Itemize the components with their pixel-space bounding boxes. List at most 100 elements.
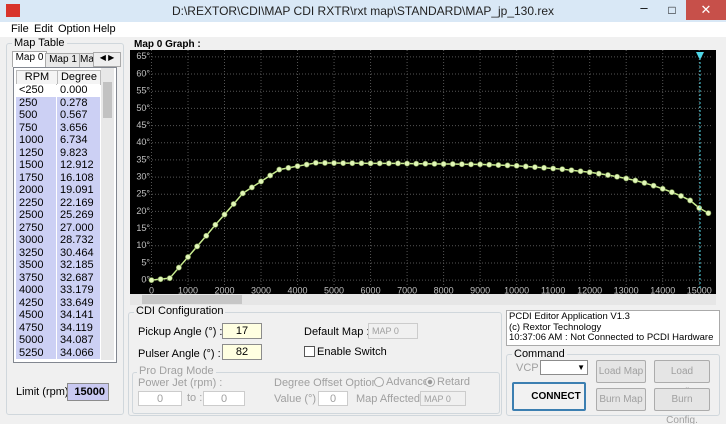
- table-cell: 3.656: [57, 121, 100, 134]
- vcp-select[interactable]: ▼: [540, 360, 588, 375]
- data-point: [395, 160, 401, 167]
- table-cell: 28.732: [57, 234, 100, 247]
- data-point: [440, 161, 447, 167]
- radio-label: Retard: [437, 376, 471, 388]
- data-point: [449, 161, 456, 167]
- radio[interactable]: [425, 377, 435, 387]
- data-point: [157, 276, 164, 283]
- y-tick-label: 60°: [136, 68, 150, 78]
- command-group: [506, 354, 720, 416]
- limit-input[interactable]: 15000: [67, 383, 109, 401]
- y-tick-label: 20°: [136, 206, 150, 216]
- data-point: [504, 162, 511, 169]
- close-button[interactable]: ✕: [686, 0, 726, 20]
- data-point: [331, 160, 337, 166]
- y-tick-label: 65°: [136, 51, 150, 61]
- x-tick-label: 12000: [577, 285, 602, 295]
- table-cell: 1500: [16, 159, 56, 172]
- table-cell: 2000: [16, 184, 56, 197]
- pickup-input[interactable]: 17: [222, 323, 262, 339]
- table-cell: 3500: [16, 259, 56, 272]
- default-map-select[interactable]: MAP 0: [368, 323, 418, 339]
- data-point: [595, 170, 602, 177]
- data-point: [696, 205, 703, 211]
- data-point: [340, 160, 347, 167]
- load-map-button[interactable]: Load Map: [596, 360, 646, 383]
- map-affected-select[interactable]: MAP 0: [420, 391, 466, 406]
- field-label: Pickup Angle (°) :: [138, 326, 223, 338]
- burn-config-button[interactable]: Burn Config.: [654, 388, 710, 424]
- field-label: Pulser Angle (°) :: [138, 348, 221, 360]
- table-cell: 34.119: [57, 321, 100, 334]
- maximize-button[interactable]: □: [668, 3, 676, 17]
- table-cell: 5250: [16, 346, 56, 359]
- table-cell: 1750: [16, 171, 56, 184]
- data-point: [175, 264, 182, 271]
- burn-map-button[interactable]: Burn Map: [596, 388, 646, 411]
- x-tick-label: 10000: [504, 285, 529, 295]
- data-point: [678, 193, 684, 199]
- tab-scroll[interactable]: ◀ ▶: [93, 52, 121, 67]
- chart-scrollbar[interactable]: [130, 294, 716, 305]
- menu-bar: File Edit Option Help: [0, 22, 726, 37]
- table-cell: 22.169: [57, 196, 100, 209]
- y-tick-label: 35°: [136, 154, 150, 164]
- status-line: 10:37:06 AM : Not Connected to PCDI Hard…: [509, 332, 714, 343]
- x-tick-label: 11000: [541, 285, 565, 295]
- table-cell: 0.278: [57, 96, 100, 109]
- data-point: [687, 197, 693, 204]
- menu-item[interactable]: File: [11, 23, 29, 35]
- power-jet-from[interactable]: 0: [138, 391, 182, 406]
- x-tick-label: 13000: [614, 285, 639, 295]
- y-tick-label: 10°: [136, 240, 150, 250]
- menu-item[interactable]: Help: [93, 23, 116, 35]
- table-body: <250 0.000 250 0.278 500 0.567 750 3.656 1000 6.7…: [16, 84, 100, 360]
- table-cell: 34.066: [57, 346, 100, 359]
- minimize-button[interactable]: –: [640, 0, 648, 15]
- data-point: [230, 201, 237, 207]
- connect-button[interactable]: CONNECT: [512, 382, 586, 411]
- data-point: [212, 221, 219, 228]
- plot-background: [130, 50, 716, 296]
- field-label: Default Map :: [304, 326, 370, 338]
- table-cell: 33.649: [57, 296, 100, 309]
- field-label: VCP :: [516, 362, 545, 374]
- load-config-button[interactable]: Load Config.: [654, 360, 710, 398]
- data-point: [148, 277, 155, 284]
- table-cell: 32.185: [57, 259, 100, 272]
- y-tick-label: 50°: [136, 103, 150, 113]
- chart-title: Map 0 Graph :: [134, 39, 201, 50]
- menu-item[interactable]: Edit: [34, 23, 53, 35]
- x-tick-label: 3000: [251, 285, 271, 295]
- checkbox[interactable]: [304, 346, 315, 357]
- group-label: Command: [512, 348, 567, 360]
- menu-item[interactable]: Option: [58, 23, 91, 35]
- pulser-input[interactable]: 82: [222, 344, 262, 360]
- data-point: [568, 167, 575, 174]
- data-point: [623, 175, 630, 182]
- column-header: RPM: [16, 70, 58, 85]
- table-cell: 0.567: [57, 109, 100, 122]
- radio[interactable]: [374, 377, 384, 387]
- tab[interactable]: Map 0: [12, 51, 47, 67]
- tab[interactable]: Map 1: [45, 53, 81, 67]
- table-cell: 1000: [16, 134, 56, 147]
- table-cell: 5000: [16, 334, 56, 347]
- y-tick-label: 55°: [136, 86, 150, 96]
- table-scrollbar[interactable]: [101, 68, 114, 360]
- value-input[interactable]: 0: [318, 391, 348, 406]
- data-point: [385, 160, 392, 167]
- cdi-config-group: [128, 312, 502, 416]
- data-point: [258, 178, 264, 185]
- table-cell: 33.179: [57, 284, 100, 297]
- y-tick-label: 30°: [136, 171, 150, 181]
- field-label: Value (°) :: [274, 393, 323, 405]
- status-line: (c) Rextor Technology: [509, 321, 602, 333]
- table-cell: 19.091: [57, 184, 100, 197]
- x-tick-label: 15000: [687, 285, 712, 295]
- table-cell: 2750: [16, 221, 56, 234]
- data-point: [659, 185, 666, 192]
- status-box: PCDI Editor Application V1.3 (c) Rextor T…: [506, 310, 720, 346]
- power-jet-to[interactable]: 0: [203, 391, 245, 406]
- x-tick-label: 6000: [361, 285, 381, 295]
